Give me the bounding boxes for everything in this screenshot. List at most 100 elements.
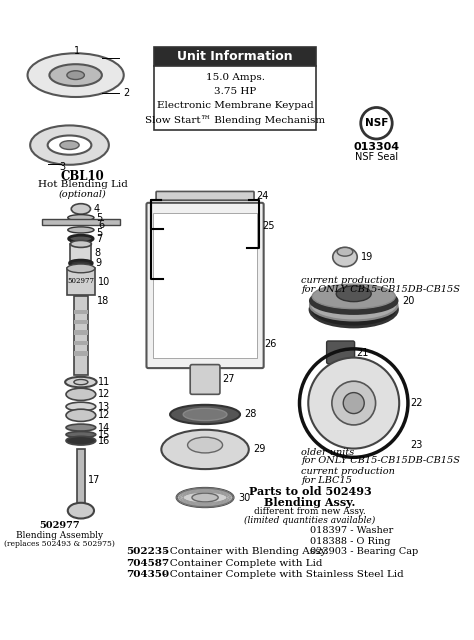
Text: 023903 - Bearing Cap: 023903 - Bearing Cap	[310, 547, 418, 556]
Ellipse shape	[74, 380, 88, 385]
Text: 6: 6	[99, 220, 104, 230]
Ellipse shape	[66, 402, 96, 411]
FancyBboxPatch shape	[42, 220, 120, 225]
Ellipse shape	[71, 204, 91, 214]
Ellipse shape	[188, 437, 223, 453]
Ellipse shape	[65, 377, 97, 387]
FancyBboxPatch shape	[74, 351, 88, 356]
Ellipse shape	[67, 71, 84, 79]
Text: 3: 3	[59, 162, 65, 172]
Ellipse shape	[310, 287, 398, 314]
FancyBboxPatch shape	[190, 365, 220, 394]
Text: 19: 19	[361, 252, 373, 262]
Text: 502977: 502977	[40, 521, 80, 530]
Ellipse shape	[66, 431, 96, 438]
Text: different from new Assy.: different from new Assy.	[254, 507, 366, 516]
Text: Blending Assembly: Blending Assembly	[16, 531, 103, 540]
Text: 013304: 013304	[354, 143, 400, 152]
FancyBboxPatch shape	[155, 67, 316, 130]
Ellipse shape	[310, 292, 398, 327]
FancyBboxPatch shape	[67, 268, 95, 294]
Text: 28: 28	[245, 410, 257, 419]
Text: 502235: 502235	[127, 547, 170, 556]
FancyBboxPatch shape	[155, 47, 316, 67]
Text: - Container with Blending Assy.: - Container with Blending Assy.	[163, 547, 328, 556]
Text: (optional): (optional)	[59, 189, 107, 199]
Text: 27: 27	[223, 374, 235, 385]
Text: Electronic Membrane Keypad: Electronic Membrane Keypad	[157, 101, 314, 110]
Text: for LBC15: for LBC15	[301, 476, 352, 484]
Text: (limited quantities available): (limited quantities available)	[245, 516, 375, 525]
Text: 13: 13	[99, 401, 110, 412]
Text: Unit Information: Unit Information	[177, 51, 293, 63]
Ellipse shape	[310, 290, 398, 321]
Text: 3.75 HP: 3.75 HP	[214, 88, 256, 97]
Text: 018388 - O Ring: 018388 - O Ring	[310, 537, 391, 546]
Text: current production: current production	[301, 276, 395, 285]
Text: 18: 18	[97, 296, 109, 306]
Text: 21: 21	[356, 348, 369, 358]
FancyBboxPatch shape	[74, 320, 88, 324]
Text: 22: 22	[410, 398, 423, 408]
Ellipse shape	[183, 408, 227, 420]
Text: 12: 12	[99, 410, 111, 420]
Circle shape	[332, 381, 375, 425]
FancyBboxPatch shape	[146, 203, 264, 368]
Ellipse shape	[66, 388, 96, 401]
Text: 704587: 704587	[127, 559, 170, 568]
FancyBboxPatch shape	[76, 449, 85, 506]
Text: Hot Blending Lid: Hot Blending Lid	[38, 180, 128, 189]
Ellipse shape	[66, 409, 96, 422]
Text: 704350: 704350	[127, 570, 170, 579]
Text: NSF Seal: NSF Seal	[355, 152, 398, 162]
Text: 11: 11	[99, 377, 110, 387]
Text: 30: 30	[238, 493, 251, 502]
Ellipse shape	[312, 284, 395, 308]
Text: for ONLY CB15-CB15DB-CB15S: for ONLY CB15-CB15DB-CB15S	[301, 285, 460, 294]
Text: NSF: NSF	[365, 118, 388, 128]
Ellipse shape	[67, 264, 95, 273]
Text: 502977: 502977	[67, 276, 94, 285]
Text: 15.0 Amps.: 15.0 Amps.	[206, 74, 265, 83]
Text: 1: 1	[74, 46, 81, 56]
Text: 12: 12	[99, 389, 111, 399]
Circle shape	[308, 358, 399, 449]
Ellipse shape	[30, 125, 109, 164]
Text: 018397 - Washer: 018397 - Washer	[310, 526, 393, 536]
Circle shape	[343, 392, 364, 413]
Ellipse shape	[66, 424, 96, 431]
Text: - Container Complete with Lid: - Container Complete with Lid	[163, 559, 323, 568]
Circle shape	[361, 108, 392, 139]
Ellipse shape	[68, 227, 94, 233]
FancyBboxPatch shape	[74, 296, 88, 375]
Text: 26: 26	[264, 339, 277, 349]
Text: 17: 17	[88, 475, 100, 485]
Ellipse shape	[48, 136, 91, 155]
Ellipse shape	[336, 286, 371, 301]
Ellipse shape	[69, 235, 93, 242]
Ellipse shape	[333, 248, 357, 267]
Text: Blending Assy.: Blending Assy.	[264, 497, 356, 508]
Ellipse shape	[337, 248, 353, 256]
Text: 20: 20	[402, 296, 414, 306]
Ellipse shape	[170, 405, 240, 424]
Ellipse shape	[27, 53, 124, 97]
Text: Parts to old 502493: Parts to old 502493	[249, 486, 372, 497]
Text: 16: 16	[99, 436, 110, 445]
Text: current production: current production	[301, 467, 395, 476]
Text: 25: 25	[262, 221, 274, 232]
Ellipse shape	[192, 493, 218, 502]
Text: 10: 10	[98, 276, 110, 287]
FancyBboxPatch shape	[154, 213, 256, 358]
FancyBboxPatch shape	[71, 244, 91, 263]
Ellipse shape	[71, 241, 91, 248]
Text: 2: 2	[124, 88, 130, 98]
Text: 14: 14	[99, 422, 110, 433]
Ellipse shape	[70, 260, 92, 266]
Text: 24: 24	[256, 191, 268, 201]
Text: 7: 7	[96, 234, 102, 244]
Ellipse shape	[60, 141, 79, 150]
Ellipse shape	[66, 436, 96, 445]
Ellipse shape	[177, 488, 234, 507]
Text: - Container Complete with Stainless Steel Lid: - Container Complete with Stainless Stee…	[163, 570, 404, 579]
